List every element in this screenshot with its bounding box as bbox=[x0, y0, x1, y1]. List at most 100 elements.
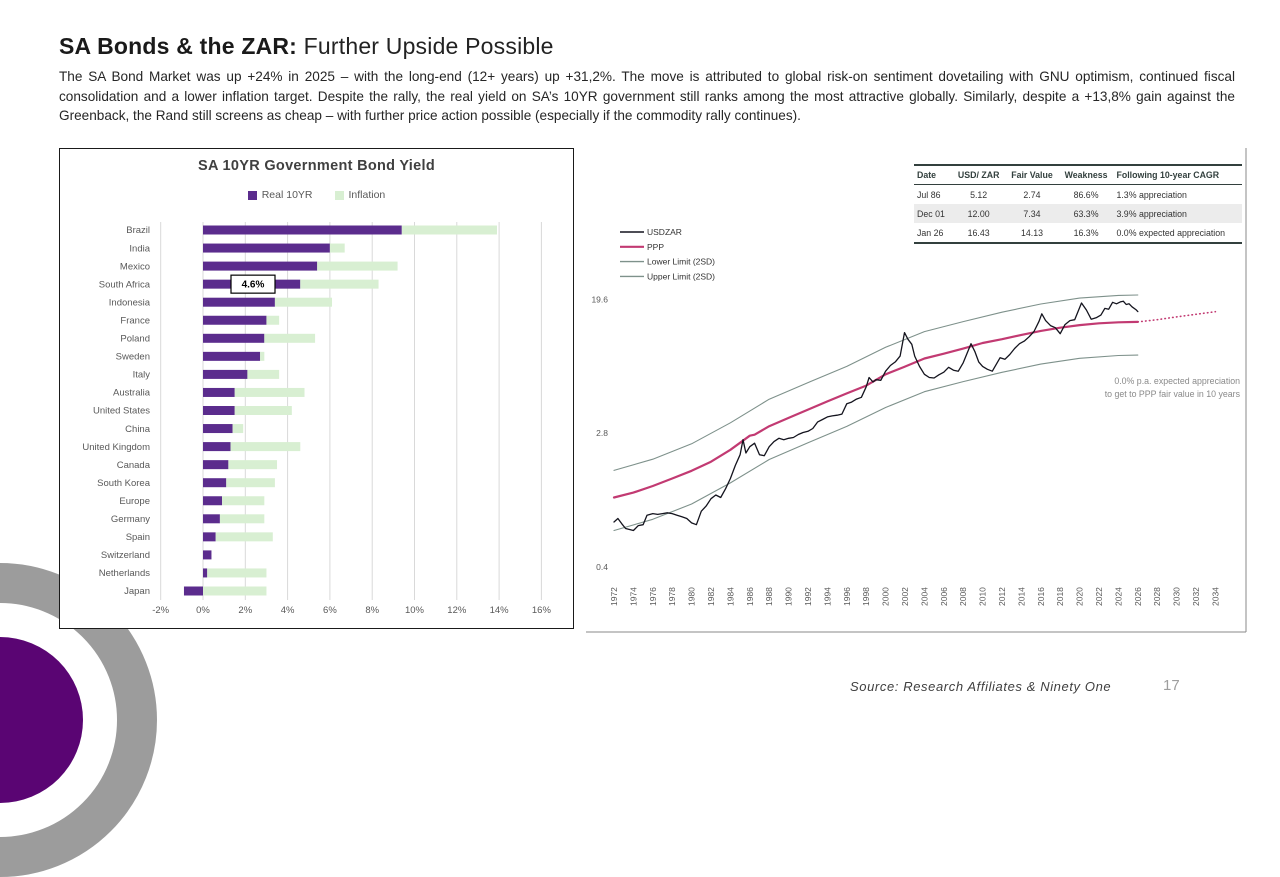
table-header: Following 10-year CAGR bbox=[1113, 164, 1242, 185]
svg-text:2016: 2016 bbox=[1036, 587, 1046, 606]
series-ppp bbox=[612, 320, 1139, 499]
svg-text:Mexico: Mexico bbox=[120, 261, 150, 272]
svg-text:Sweden: Sweden bbox=[116, 352, 150, 363]
series-lower-limit-2sd- bbox=[613, 354, 1139, 532]
real10yr-bar bbox=[203, 406, 235, 415]
svg-text:India: India bbox=[129, 243, 150, 254]
series-usdzar bbox=[613, 300, 1139, 532]
svg-text:2026: 2026 bbox=[1133, 587, 1143, 606]
legend-item-inflation: Inflation bbox=[334, 189, 386, 201]
inflation-bar bbox=[215, 532, 273, 542]
table-header: Weakness bbox=[1058, 164, 1114, 185]
svg-text:Netherlands: Netherlands bbox=[99, 568, 150, 579]
svg-text:1982: 1982 bbox=[706, 587, 716, 606]
series-upper-limit-2sd- bbox=[613, 294, 1139, 471]
svg-text:Brazil: Brazil bbox=[126, 225, 150, 236]
ppp-annotation-line1: 0.0% p.a. expected appreciation bbox=[1114, 376, 1240, 386]
svg-text:South Korea: South Korea bbox=[97, 478, 151, 489]
inflation-bar bbox=[230, 442, 301, 452]
svg-text:Japan: Japan bbox=[124, 586, 150, 597]
table-cell: 63.3% bbox=[1058, 204, 1114, 223]
svg-text:1998: 1998 bbox=[861, 587, 871, 606]
svg-text:0.4: 0.4 bbox=[596, 562, 608, 572]
real10yr-bar bbox=[203, 442, 231, 452]
page-title: SA Bonds & the ZAR: Further Upside Possi… bbox=[59, 33, 554, 60]
table-header: Date bbox=[914, 164, 952, 185]
svg-text:2018: 2018 bbox=[1055, 587, 1065, 606]
plot-frame bbox=[586, 148, 1247, 633]
real10yr-bar bbox=[203, 225, 402, 235]
svg-text:1984: 1984 bbox=[725, 587, 735, 606]
svg-text:Germany: Germany bbox=[111, 514, 150, 525]
svg-text:1978: 1978 bbox=[667, 587, 677, 606]
svg-text:2034: 2034 bbox=[1210, 587, 1220, 606]
svg-text:1992: 1992 bbox=[803, 587, 813, 606]
page-title-bold: SA Bonds & the ZAR: bbox=[59, 33, 298, 59]
sa-data-label: 4.6% bbox=[230, 274, 276, 294]
ppp-annotation: 0.0% p.a. expected appreciation to get t… bbox=[1085, 375, 1240, 401]
svg-text:2%: 2% bbox=[238, 605, 252, 616]
inflation-bar bbox=[247, 369, 280, 379]
bond-yield-chart: SA 10YR Government Bond Yield Real 10YR … bbox=[59, 148, 574, 629]
svg-text:USDZAR: USDZAR bbox=[647, 227, 682, 237]
svg-text:1986: 1986 bbox=[745, 587, 755, 606]
real10yr-bar bbox=[203, 261, 318, 271]
series-ppp-projection bbox=[1137, 310, 1217, 323]
source-credit: Source: Research Affiliates & Ninety One bbox=[850, 679, 1112, 694]
svg-text:2022: 2022 bbox=[1094, 587, 1104, 606]
svg-text:Spain: Spain bbox=[126, 532, 150, 543]
slide: { "slide": { "title_bold": "SA Bonds & t… bbox=[0, 33, 1247, 877]
body-paragraph: The SA Bond Market was up +24% in 2025 –… bbox=[59, 69, 1235, 123]
inflation-bar bbox=[219, 514, 265, 524]
svg-text:Europe: Europe bbox=[119, 496, 150, 507]
page-title-regular: Further Upside Possible bbox=[297, 33, 554, 59]
svg-text:South Africa: South Africa bbox=[99, 279, 151, 290]
real10yr-bar bbox=[203, 297, 275, 307]
table-cell: 3.9% appreciation bbox=[1113, 204, 1242, 223]
svg-text:19.6: 19.6 bbox=[591, 294, 608, 304]
table-cell: 16.43 bbox=[951, 223, 1006, 244]
svg-text:14%: 14% bbox=[490, 605, 510, 616]
table-cell: 16.3% bbox=[1058, 223, 1114, 244]
svg-text:6%: 6% bbox=[323, 605, 337, 616]
real10yr-bar bbox=[203, 424, 233, 434]
table-cell: Jan 26 bbox=[914, 223, 952, 244]
svg-text:10%: 10% bbox=[405, 605, 425, 616]
svg-text:PPP: PPP bbox=[647, 242, 664, 252]
inflation-bar bbox=[266, 315, 280, 325]
svg-text:12%: 12% bbox=[447, 605, 467, 616]
x-axis-labels: -2% 0% 2% 4% 6% 8% 10% 12% 14% 16% bbox=[152, 605, 551, 616]
table-cell: 2.74 bbox=[1023, 189, 1041, 200]
table-cell: Dec 01 bbox=[914, 204, 952, 223]
svg-text:2014: 2014 bbox=[1016, 587, 1026, 606]
inflation-bar bbox=[274, 297, 333, 307]
real10yr-bar bbox=[203, 387, 235, 397]
inflation-bar bbox=[228, 460, 278, 470]
real10yr-bar bbox=[183, 586, 203, 596]
real10yr-bar bbox=[203, 496, 223, 506]
svg-text:8%: 8% bbox=[365, 605, 379, 616]
inflation-bar bbox=[401, 225, 497, 235]
table-cell: 7.34 bbox=[1005, 204, 1059, 223]
inflation-bar bbox=[203, 586, 267, 596]
inflation-bar bbox=[207, 568, 267, 578]
legend-label-inflation: Inflation bbox=[348, 189, 386, 201]
usdzar-valuation-table: Date USD/ ZAR Fair Value Weakness Following … bbox=[914, 164, 1242, 244]
table-cell: 1.3% appreciation bbox=[1116, 189, 1187, 200]
real10yr-bar bbox=[203, 243, 330, 253]
bond-yield-chart-legend: Real 10YR Inflation bbox=[60, 189, 573, 201]
real10yr-bar bbox=[203, 333, 265, 343]
real10yr-bar bbox=[203, 315, 267, 325]
svg-text:2.8: 2.8 bbox=[596, 428, 608, 438]
real10yr-bar bbox=[203, 514, 220, 524]
svg-text:1976: 1976 bbox=[648, 587, 658, 606]
svg-text:2010: 2010 bbox=[978, 587, 988, 606]
svg-text:1996: 1996 bbox=[842, 587, 852, 606]
svg-text:1972: 1972 bbox=[609, 587, 619, 606]
svg-text:2004: 2004 bbox=[919, 587, 929, 606]
legend-label-real10yr: Real 10YR bbox=[261, 189, 313, 201]
svg-text:China: China bbox=[125, 424, 151, 435]
page-number: 17 bbox=[1163, 677, 1180, 694]
inflation-bar bbox=[300, 279, 379, 289]
